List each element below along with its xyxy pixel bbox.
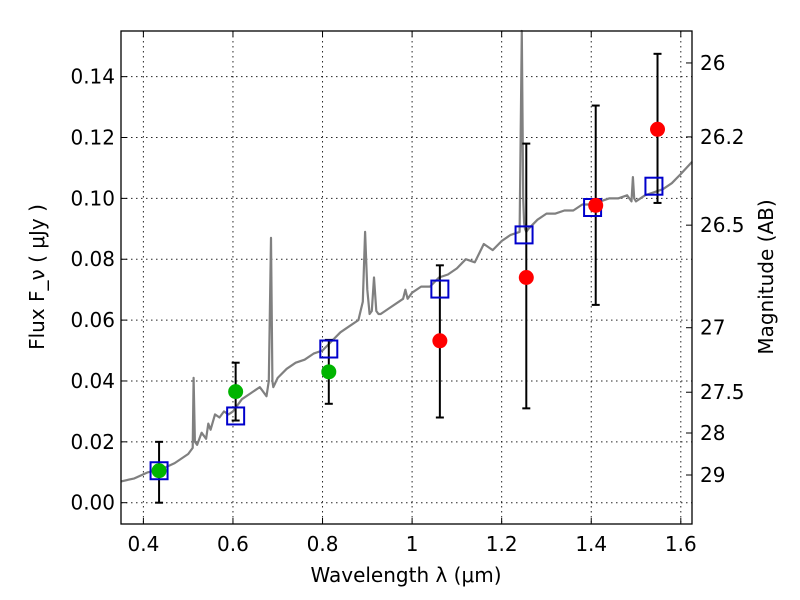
upper-limit-point	[588, 197, 604, 213]
y-tick-label: 0.04	[70, 369, 115, 393]
x-tick-label: 0.8	[307, 532, 339, 556]
plot-background	[121, 31, 692, 524]
x-tick-label: 0.4	[127, 532, 159, 556]
upper-limit-point	[518, 270, 534, 285]
y-tick-label: 0.12	[70, 126, 115, 150]
right-tick-label: 26.2	[700, 125, 745, 149]
right-tick-label: 28	[700, 421, 725, 445]
x-tick-label: 1	[406, 532, 419, 556]
y-tick-label: 0.10	[70, 186, 115, 210]
model-square-point	[319, 339, 339, 359]
detection-point	[151, 463, 167, 479]
tick-layer: 0.4 0.6 0.8 1 1.2 1.4 1.6 0.00 0.02 0.04 0.06 0.08 0…	[70, 31, 745, 556]
spectrum-layer	[120, 29, 693, 483]
circle-marker-layer	[151, 121, 666, 479]
model-square-point	[149, 461, 169, 481]
x-tick-label: 1.4	[575, 532, 607, 556]
square-marker-layer	[149, 176, 664, 481]
right-tick-label: 27.5	[700, 380, 745, 404]
y-axis-label-right: Magnitude (AB)	[754, 199, 778, 354]
detection-point	[228, 384, 244, 400]
y-tick-label: 0.02	[70, 430, 115, 454]
model-square-point	[644, 176, 664, 196]
right-tick-label: 26.5	[700, 213, 745, 237]
x-tick-label: 1.2	[486, 532, 518, 556]
x-tick-label: 1.6	[665, 532, 697, 556]
right-tick-label: 29	[700, 463, 725, 487]
grid-lines	[121, 31, 692, 524]
y-tick-label: 0.14	[70, 65, 115, 89]
model-square-point	[430, 279, 450, 299]
right-tick-label: 26	[700, 51, 725, 75]
y-axis-label-left: Flux F_ν ( μJy )	[25, 204, 49, 350]
spectrum-line	[120, 29, 693, 483]
model-square-point	[514, 225, 534, 245]
upper-limit-point	[650, 121, 666, 137]
upper-limit-point	[432, 333, 448, 349]
y-tick-label: 0.00	[70, 491, 115, 515]
x-axis-label: Wavelength λ (μm)	[310, 563, 501, 587]
y-tick-label: 0.06	[70, 308, 115, 332]
right-tick-label: 27	[700, 316, 725, 340]
detection-point	[321, 364, 337, 380]
model-square-point	[226, 406, 246, 426]
x-tick-label: 0.6	[217, 532, 249, 556]
plot-frame	[120, 30, 693, 525]
y-tick-label: 0.08	[70, 247, 115, 271]
